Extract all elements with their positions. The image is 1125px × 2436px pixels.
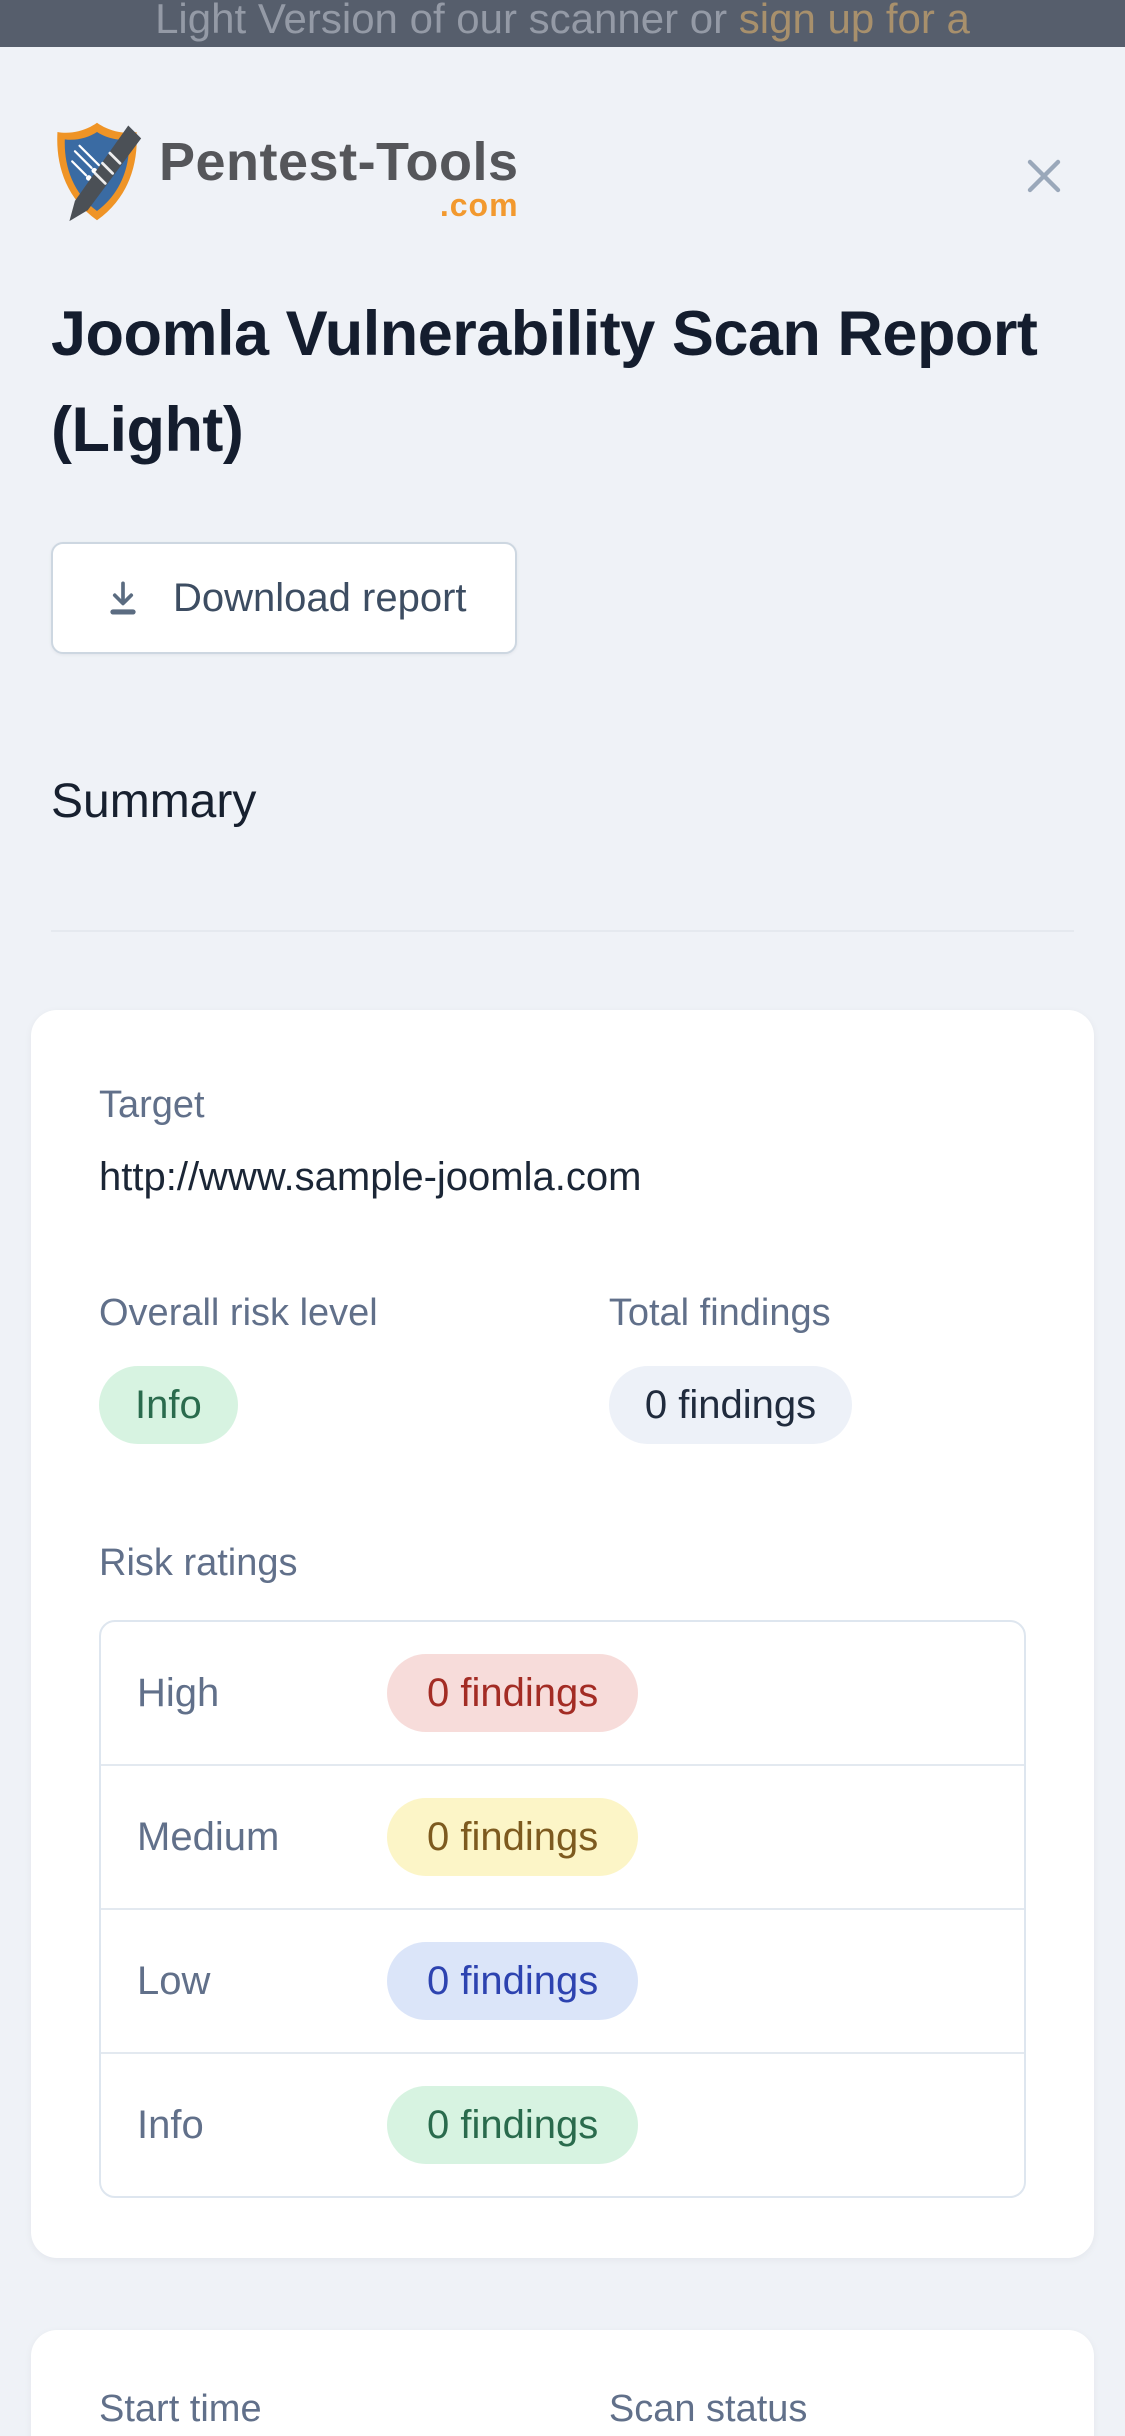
summary-stats-row: Overall risk level Info Total findings 0… bbox=[99, 1290, 1026, 1444]
rating-level-label: Medium bbox=[137, 1814, 280, 1859]
rating-level-label: Low bbox=[137, 1958, 211, 2003]
total-findings-block: Total findings 0 findings bbox=[608, 1290, 1026, 1444]
brand-wordmark: Pentest-Tools .com bbox=[159, 132, 519, 223]
background-banner-text: Light Version of our scanner or sign up … bbox=[155, 0, 970, 47]
brand-name: Pentest-Tools bbox=[159, 132, 519, 192]
page-title: Joomla Vulnerability Scan Report (Light) bbox=[51, 299, 1038, 465]
risk-ratings-label: Risk ratings bbox=[99, 1542, 298, 1584]
risk-ratings-table: High 0 findings Medium 0 findings Low 0 … bbox=[99, 1620, 1026, 2198]
download-icon bbox=[101, 576, 145, 620]
rating-count-badge: 0 findings bbox=[387, 1798, 639, 1876]
modal-header: Pentest-Tools .com bbox=[0, 47, 1125, 228]
target-label: Target bbox=[99, 1084, 205, 1126]
shield-pencil-logo-icon bbox=[51, 120, 143, 228]
total-findings-label: Total findings bbox=[608, 1292, 831, 1334]
summary-card: Target http://www.sample-joomla.com Over… bbox=[31, 1010, 1094, 2258]
start-time-block: Start time bbox=[99, 2386, 609, 2432]
pentest-tools-logo: Pentest-Tools .com bbox=[51, 120, 519, 228]
overall-risk-block: Overall risk level Info bbox=[99, 1290, 609, 1444]
table-row-medium: Medium 0 findings bbox=[101, 1764, 1024, 1908]
scan-status-label: Scan status bbox=[608, 2388, 808, 2430]
download-button-label: Download report bbox=[173, 575, 467, 620]
scan-details-row: Start time Scan status bbox=[99, 2386, 1026, 2432]
rating-count-badge: 0 findings bbox=[387, 1654, 639, 1732]
close-button[interactable] bbox=[1014, 147, 1074, 207]
close-icon bbox=[1020, 152, 1068, 203]
report-modal: Pentest-Tools .com Joomla Vulnerability … bbox=[0, 47, 1125, 2436]
section-divider bbox=[51, 930, 1074, 932]
banner-text: Light Version of our scanner or bbox=[155, 0, 739, 42]
table-row-info: Info 0 findings bbox=[101, 2052, 1024, 2196]
scan-details-card: Start time Scan status bbox=[31, 2330, 1094, 2436]
rating-count-badge: 0 findings bbox=[387, 2086, 639, 2164]
rating-count-badge: 0 findings bbox=[387, 1942, 639, 2020]
brand-tld: .com bbox=[439, 187, 519, 223]
start-time-label: Start time bbox=[99, 2388, 262, 2430]
scan-status-block: Scan status bbox=[609, 2386, 1026, 2432]
overall-risk-badge: Info bbox=[99, 1366, 238, 1444]
rating-level-label: Info bbox=[137, 2102, 204, 2147]
table-row-high: High 0 findings bbox=[101, 1622, 1024, 1764]
target-value: http://www.sample-joomla.com bbox=[99, 1155, 642, 1199]
dimmed-background-bar: Light Version of our scanner or sign up … bbox=[0, 0, 1125, 47]
table-row-low: Low 0 findings bbox=[101, 1908, 1024, 2052]
rating-level-label: High bbox=[137, 1670, 220, 1715]
sign-up-link[interactable]: sign up for a bbox=[738, 0, 970, 42]
total-findings-badge: 0 findings bbox=[608, 1366, 853, 1444]
overall-risk-label: Overall risk level bbox=[99, 1292, 378, 1334]
summary-heading: Summary bbox=[51, 775, 257, 828]
download-report-button[interactable]: Download report bbox=[51, 542, 517, 654]
